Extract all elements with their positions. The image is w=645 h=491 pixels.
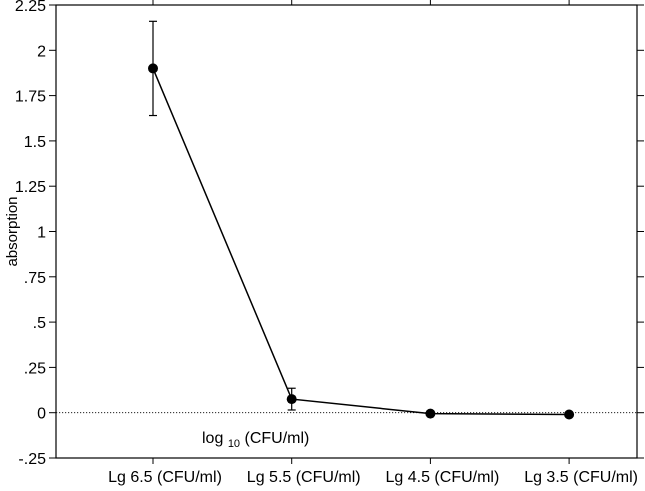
annotation-suffix: (CFU/ml) (245, 430, 310, 447)
data-point (286, 394, 297, 405)
y-axis-left: -.25 0 .25 .5 .75 1 1.25 1.5 1.75 2 2.25 (15, 0, 56, 468)
annotation-prefix: log (202, 430, 223, 447)
y-tick-label: 1.5 (24, 134, 46, 151)
chart-annotation: log 10 (CFU/ml) (202, 430, 309, 451)
data-markers (148, 63, 575, 420)
series-line (152, 68, 570, 416)
y-tick-label: 2.25 (15, 0, 46, 15)
series-absorption (152, 68, 570, 416)
data-point (564, 409, 575, 420)
y-tick-label: 2 (37, 43, 46, 60)
y-tick-label: 0 (37, 406, 46, 423)
y-tick-label: -.25 (18, 451, 46, 468)
x-axis: Lg 6.5 (CFU/ml) Lg 5.5 (CFU/ml) Lg 4.5 (CF… (108, 0, 638, 486)
x-tick-label: Lg 5.5 (CFU/ml) (247, 469, 361, 486)
y-axis-title: absorption (4, 196, 21, 266)
data-point (148, 63, 158, 74)
x-tick-label: Lg 6.5 (CFU/ml) (108, 469, 222, 486)
error-bars (149, 20, 296, 411)
y-tick-label: 1.75 (15, 89, 46, 106)
y-tick-label: .5 (33, 315, 46, 332)
plot-frame-border (55, 4, 638, 459)
plot-frame (55, 4, 638, 459)
x-tick-label: Lg 3.5 (CFU/ml) (524, 469, 638, 486)
y-tick-label: .75 (24, 270, 46, 287)
data-point (425, 408, 436, 419)
y-tick-label: .25 (24, 360, 46, 377)
y-tick-label: 1.25 (15, 179, 46, 196)
x-tick-label: Lg 4.5 (CFU/ml) (386, 469, 500, 486)
annotation-subscript: 10 (228, 438, 240, 450)
y-tick-label: 1 (37, 225, 46, 242)
y-axis-right (637, 4, 644, 459)
